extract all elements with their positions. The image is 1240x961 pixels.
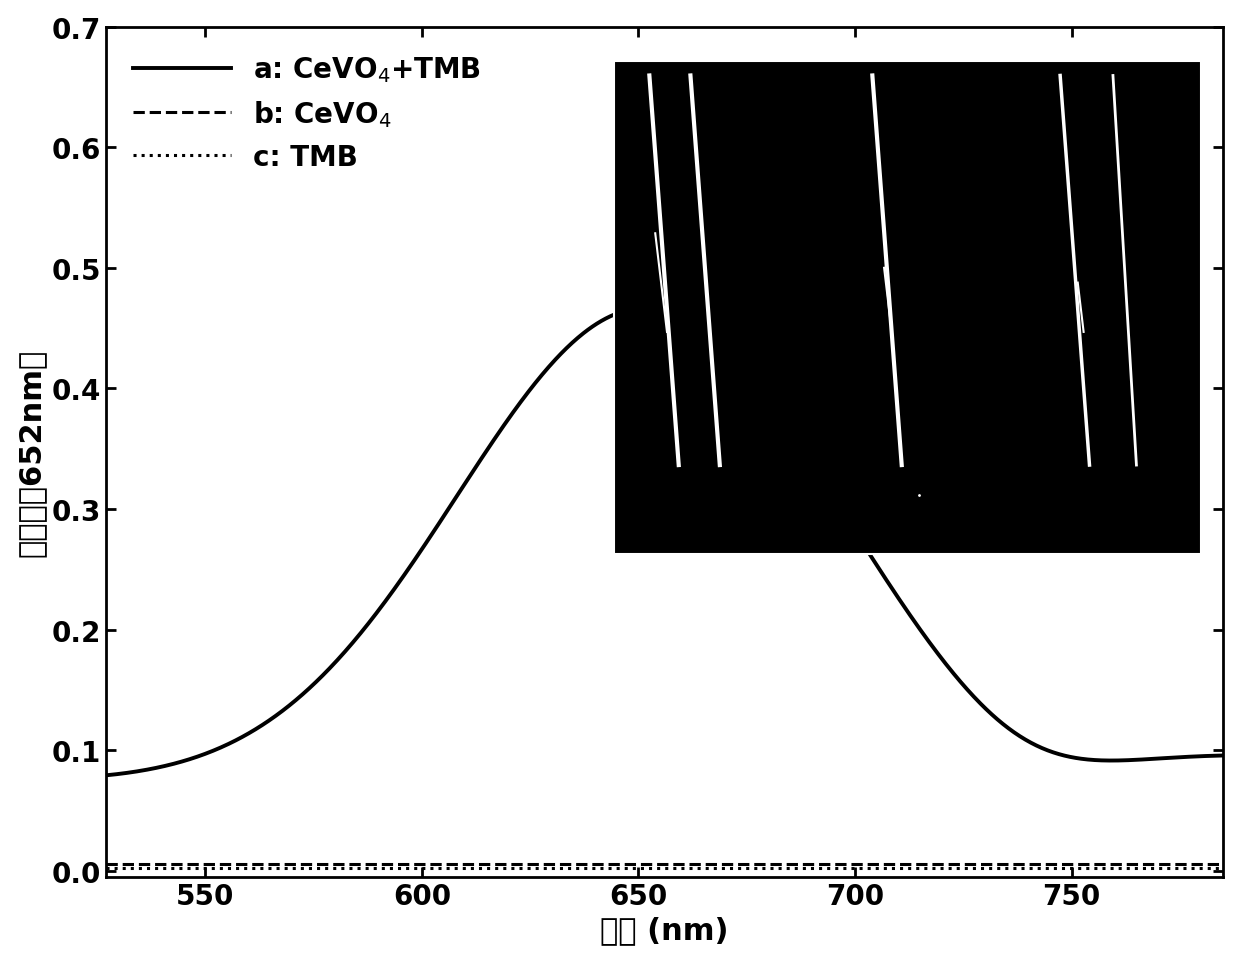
Legend: a: CeVO$_4$+TMB, b: CeVO$_4$, c: TMB: a: CeVO$_4$+TMB, b: CeVO$_4$, c: TMB <box>119 41 495 185</box>
Y-axis label: 吸光度（652nm）: 吸光度（652nm） <box>16 348 46 556</box>
X-axis label: 波长 (nm): 波长 (nm) <box>600 916 729 945</box>
